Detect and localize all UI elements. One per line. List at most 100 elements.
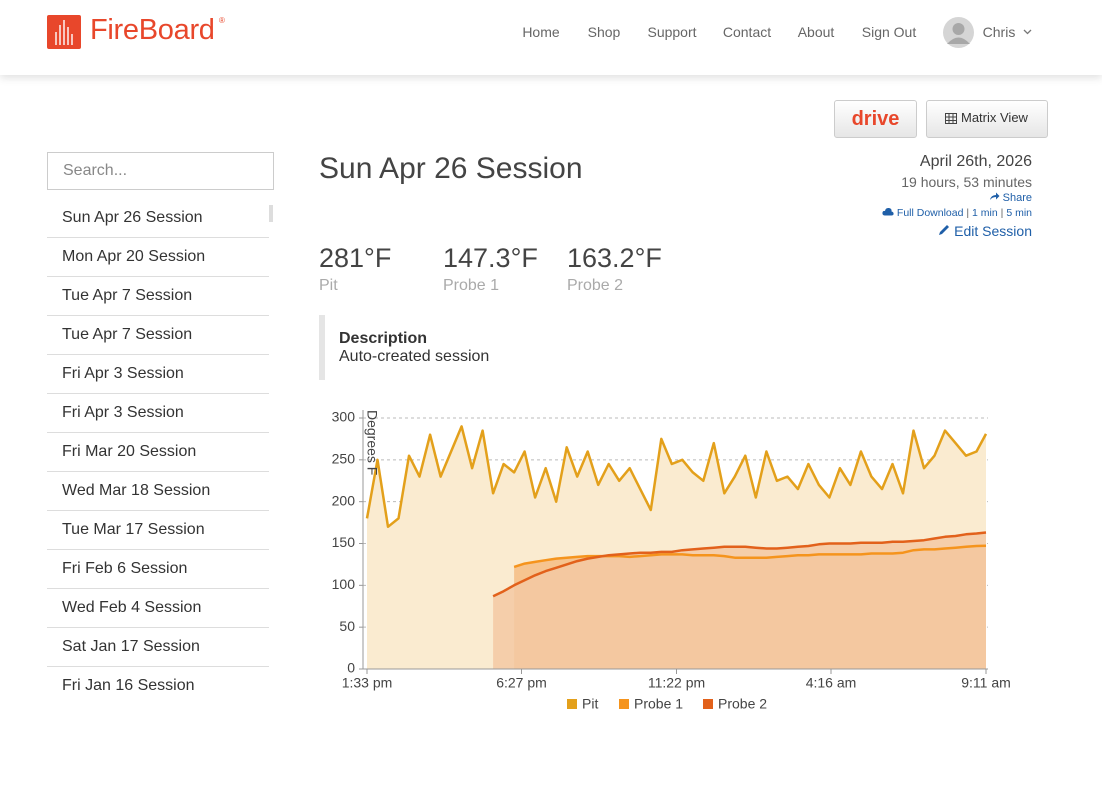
one-min-link[interactable]: 1 min bbox=[972, 207, 998, 219]
session-item[interactable]: Wed Feb 4 Session bbox=[47, 589, 269, 628]
reading-label: Probe 2 bbox=[567, 277, 624, 294]
session-name: Sun Apr 26 Session bbox=[62, 209, 203, 226]
legend-item: Probe 2 bbox=[703, 696, 767, 712]
matrix-button[interactable]: Matrix View bbox=[926, 100, 1048, 138]
session-name: Tue Apr 7 Session bbox=[62, 326, 193, 343]
session-name: Fri Jan 16 Session bbox=[62, 677, 195, 694]
session-name: Sat Jan 17 Session bbox=[62, 638, 200, 655]
reading-label: Pit bbox=[319, 277, 338, 294]
session-name: Tue Apr 7 Session bbox=[62, 287, 193, 304]
drive-button[interactable]: drive bbox=[834, 100, 917, 138]
y-axis-label: Degrees F bbox=[364, 410, 380, 475]
brand[interactable]: FireBoard bbox=[90, 14, 215, 46]
share-icon bbox=[989, 192, 1000, 200]
nav-link[interactable]: Contact bbox=[722, 24, 772, 40]
top-bar bbox=[0, 0, 1102, 75]
scrollbar bbox=[269, 205, 273, 222]
legend-label: Pit bbox=[582, 696, 598, 712]
nav-link[interactable]: Shop bbox=[587, 24, 621, 40]
session-item[interactable]: Tue Apr 7 Session bbox=[47, 316, 269, 355]
nav-link[interactable]: About bbox=[797, 24, 835, 40]
y-tick-label: 200 bbox=[332, 492, 356, 508]
session-item[interactable]: Mon Apr 20 Session bbox=[47, 238, 269, 277]
x-tick-label: 4:16 am bbox=[806, 675, 857, 691]
x-tick-label: 11:22 pm bbox=[648, 675, 705, 691]
legend-item: Pit bbox=[567, 696, 598, 712]
session-name: Tue Mar 17 Session bbox=[62, 521, 205, 538]
nav-link[interactable]: Sign Out bbox=[861, 24, 917, 40]
reading-value: 281°F bbox=[319, 243, 392, 273]
legend-swatch bbox=[619, 699, 629, 709]
five-min-link[interactable]: 5 min bbox=[1006, 207, 1032, 219]
session-title: Sun Apr 26 Session bbox=[319, 152, 583, 185]
share-row: Share bbox=[989, 192, 1032, 204]
description-bar bbox=[319, 315, 325, 380]
session-item[interactable]: Fri Jan 16 Session bbox=[47, 667, 269, 705]
y-tick-label: 100 bbox=[332, 576, 356, 592]
reading-label: Probe 1 bbox=[443, 277, 500, 294]
session-name: Fri Feb 6 Session bbox=[62, 560, 188, 577]
nav-link[interactable]: Home bbox=[522, 24, 560, 40]
session-item[interactable]: Fri Mar 20 Session bbox=[47, 433, 269, 472]
nav-link[interactable]: Support bbox=[647, 24, 697, 40]
session-name: Mon Apr 20 Session bbox=[62, 248, 206, 265]
separator: | bbox=[966, 207, 970, 219]
y-tick-label: 250 bbox=[332, 451, 356, 467]
cloud-icon bbox=[882, 207, 894, 216]
session-name: Wed Feb 4 Session bbox=[62, 599, 202, 616]
session-item[interactable]: Fri Apr 3 Session bbox=[47, 355, 269, 394]
search-placeholder: Search... bbox=[63, 162, 128, 179]
reading-value: 163.2°F bbox=[567, 243, 662, 273]
registered-mark: ® bbox=[219, 16, 225, 25]
edit-row: Edit Session bbox=[938, 223, 1032, 239]
search-box[interactable]: Search... bbox=[47, 152, 274, 190]
legend-label: Probe 1 bbox=[634, 696, 683, 712]
avatar[interactable] bbox=[943, 17, 974, 48]
session-name: Fri Mar 20 Session bbox=[62, 443, 197, 460]
y-tick-label: 300 bbox=[332, 409, 356, 425]
x-tick-label: 6:27 pm bbox=[496, 675, 547, 691]
reading-value: 147.3°F bbox=[443, 243, 538, 273]
drive-label: drive bbox=[851, 108, 900, 130]
chart: 0 50 100 150 200 250 300 1:33 pm 6:27 pm 11:22 pm… bbox=[332, 409, 1011, 712]
session-name: Fri Apr 3 Session bbox=[62, 404, 184, 421]
session-item[interactable]: Wed Mar 18 Session bbox=[47, 472, 269, 511]
session-duration: 19 hours, 53 minutes bbox=[901, 174, 1032, 190]
legend-label: Probe 2 bbox=[718, 696, 767, 712]
y-tick-label: 150 bbox=[332, 534, 356, 550]
series-line bbox=[365, 425, 988, 529]
session-item[interactable]: Sat Jan 17 Session bbox=[47, 628, 269, 667]
x-tick-label: 9:11 am bbox=[961, 675, 1011, 691]
full-download-link[interactable]: Full Download bbox=[896, 207, 964, 219]
share-link[interactable]: Share bbox=[1002, 192, 1032, 204]
y-tick-label: 50 bbox=[339, 618, 355, 634]
session-item[interactable]: Tue Apr 7 Session bbox=[47, 277, 269, 316]
description-title: Description bbox=[339, 330, 428, 347]
pencil-icon bbox=[939, 225, 950, 235]
session-date: April 26th, 2026 bbox=[919, 153, 1032, 170]
caret[interactable] bbox=[1023, 29, 1032, 35]
download-row: Full Download | 1 min | 5 min bbox=[882, 207, 1032, 219]
series-line bbox=[513, 544, 987, 569]
y-tick-label: 0 bbox=[347, 660, 355, 676]
session-item[interactable]: Fri Feb 6 Session bbox=[47, 550, 269, 589]
edit-link[interactable]: Edit Session bbox=[954, 223, 1032, 239]
user-name[interactable]: Chris bbox=[982, 24, 1016, 40]
logo-icon[interactable] bbox=[47, 15, 81, 49]
session-item[interactable]: Fri Apr 3 Session bbox=[47, 394, 269, 433]
grid-icon bbox=[945, 113, 957, 124]
legend-item: Probe 1 bbox=[619, 696, 683, 712]
session-item[interactable]: Tue Mar 17 Session bbox=[47, 511, 269, 550]
separator: | bbox=[1000, 207, 1004, 219]
series-area bbox=[493, 532, 986, 669]
session-name: Fri Apr 3 Session bbox=[62, 365, 184, 382]
session-name: Wed Mar 18 Session bbox=[62, 482, 211, 499]
matrix-label: Matrix View bbox=[961, 110, 1028, 125]
series-line bbox=[492, 531, 987, 598]
x-tick-label: 1:33 pm bbox=[342, 675, 393, 691]
description-text: Auto-created session bbox=[339, 348, 490, 365]
legend-swatch bbox=[567, 699, 577, 709]
legend-swatch bbox=[703, 699, 713, 709]
session-item[interactable]: Sun Apr 26 Session bbox=[47, 199, 269, 238]
